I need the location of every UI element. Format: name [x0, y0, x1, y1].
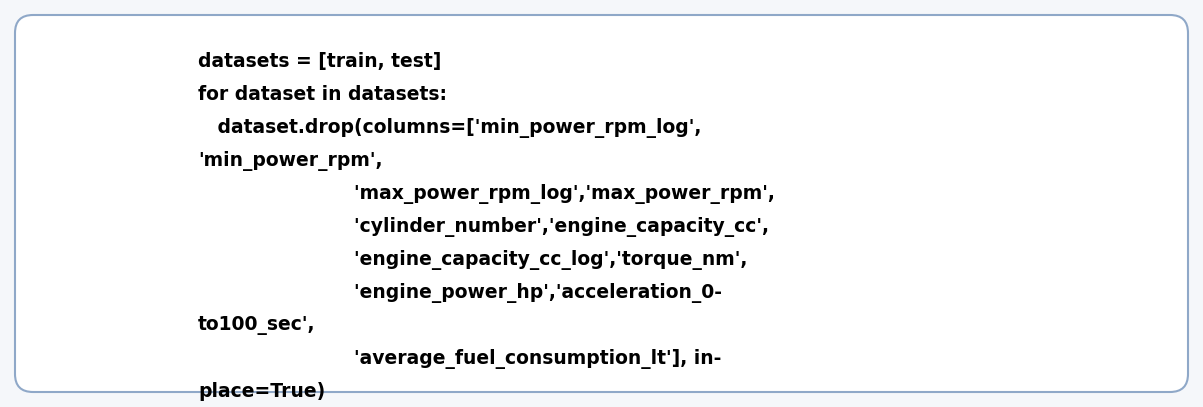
Text: dataset.drop(columns=['min_power_rpm_log',: dataset.drop(columns=['min_power_rpm_log…	[198, 118, 701, 138]
Text: 'engine_capacity_cc_log','torque_nm',: 'engine_capacity_cc_log','torque_nm',	[198, 250, 747, 270]
Text: 'average_fuel_consumption_lt'], in-: 'average_fuel_consumption_lt'], in-	[198, 349, 722, 369]
Text: 'min_power_rpm',: 'min_power_rpm',	[198, 151, 383, 171]
Text: for dataset in datasets:: for dataset in datasets:	[198, 85, 448, 104]
Text: place=True): place=True)	[198, 382, 325, 401]
Text: to100_sec',: to100_sec',	[198, 316, 315, 335]
Text: datasets = [train, test]: datasets = [train, test]	[198, 52, 442, 71]
Text: 'cylinder_number','engine_capacity_cc',: 'cylinder_number','engine_capacity_cc',	[198, 217, 769, 237]
FancyBboxPatch shape	[14, 15, 1189, 392]
Text: 'engine_power_hp','acceleration_0-: 'engine_power_hp','acceleration_0-	[198, 283, 722, 303]
Text: 'max_power_rpm_log','max_power_rpm',: 'max_power_rpm_log','max_power_rpm',	[198, 184, 775, 204]
